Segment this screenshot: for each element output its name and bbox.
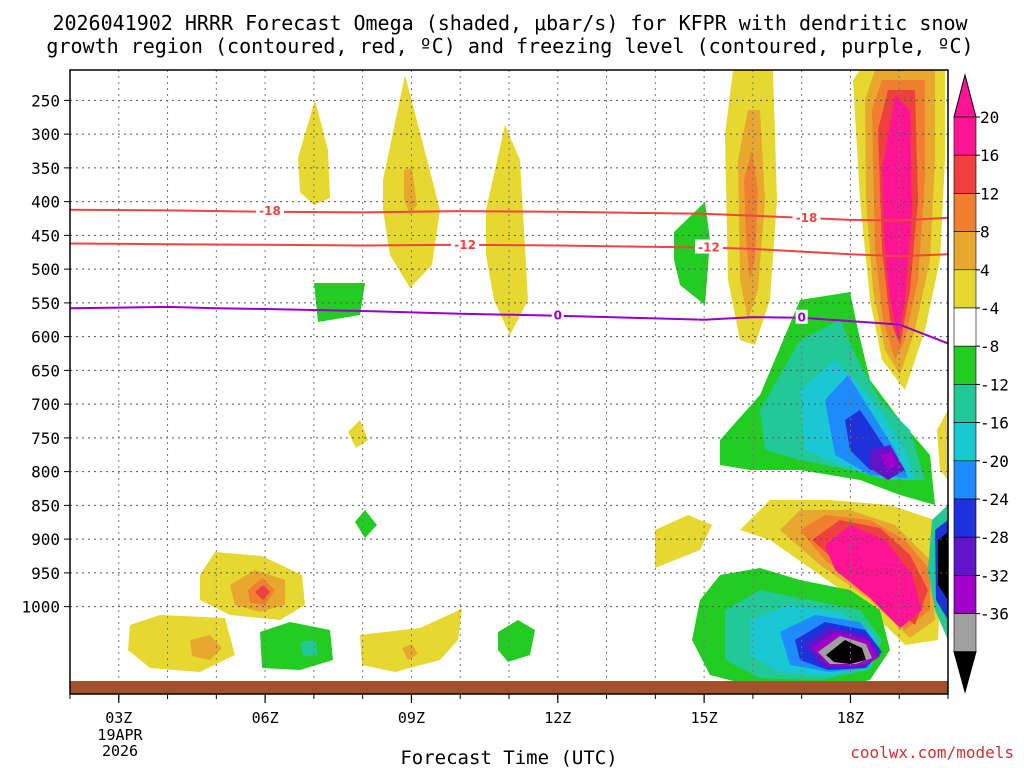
date-label-year: 2026 (102, 742, 138, 760)
omega-shade-region (880, 452, 898, 470)
x-tick-label: 03Z (105, 709, 132, 727)
colorbar-label: 12 (980, 184, 999, 203)
omega-shade-region (348, 420, 368, 448)
y-tick-label: 650 (31, 361, 60, 380)
omega-shade-region (355, 510, 377, 538)
y-tick-label: 550 (31, 294, 60, 313)
y-tick-label: 900 (31, 530, 60, 549)
colorbar-segment (953, 345, 977, 385)
omega-shade-region (298, 100, 330, 205)
omega-shade-region (826, 640, 866, 664)
contour-label-bg (551, 307, 564, 322)
colorbar-segment (953, 575, 977, 614)
omega-shade-region (486, 125, 528, 335)
date-label-day: 19APR (97, 726, 143, 744)
colorbar-segment (953, 384, 977, 423)
y-tick-label: 950 (31, 564, 60, 583)
contour-label: -18 (796, 211, 818, 225)
colorbar-label: -12 (980, 375, 1009, 394)
colorbar-label: 4 (980, 261, 990, 280)
x-tick-label: 18Z (837, 709, 864, 727)
colorbar: 20 16 12 8 4 -4 -8 -12 -16 -20 -24 -28 -32 -36 (953, 73, 1009, 694)
colorbar-label: 16 (980, 146, 999, 165)
y-tick-label: 250 (31, 91, 60, 110)
credit-text: coolwx.com/models (850, 743, 1014, 762)
x-tick-label: 15Z (691, 709, 718, 727)
omega-shade-region (402, 644, 418, 660)
omega-shade-region (404, 168, 417, 215)
colorbar-segment (953, 116, 977, 156)
contour-label: 0 (554, 309, 562, 323)
contour-label-bg (451, 236, 480, 251)
contour-label-bg (792, 209, 821, 224)
grid-lines (70, 70, 948, 681)
x-tick-label: 12Z (544, 709, 571, 727)
colorbar-segment (953, 231, 977, 271)
colorbar-segment (953, 154, 977, 194)
omega-shade-region (882, 95, 912, 340)
contour-line (69, 242, 949, 258)
y-tick-label: 1000 (21, 598, 60, 617)
omega-shade-region (937, 410, 948, 480)
colorbar-label: -24 (980, 490, 1009, 509)
colorbar-segment (953, 613, 977, 653)
x-axis-label: Forecast Time (UTC) (400, 747, 617, 768)
colorbar-segment (953, 193, 977, 232)
y-tick-label: 450 (31, 226, 60, 245)
colorbar-segment (953, 498, 977, 538)
omega-shade-region (300, 640, 318, 657)
contour-label-bg (255, 203, 284, 218)
contour-label: -18 (259, 204, 281, 218)
plot-area: -18 -18 -12 -12 0 0 (69, 69, 949, 695)
y-tick-label: 500 (31, 260, 60, 279)
colorbar-segment (953, 536, 977, 576)
colorbar-label: 8 (980, 223, 990, 242)
colorbar-label: -8 (980, 337, 999, 356)
colorbar-label: -32 (980, 566, 1009, 585)
temperature-contours: -18 -18 -12 -12 0 0 (69, 203, 949, 345)
colorbar-segment (953, 460, 977, 500)
y-tick-label: 400 (31, 193, 60, 212)
colorbar-bottom-cap (953, 651, 977, 694)
colorbar-label: -16 (980, 414, 1009, 433)
y-tick-label: 800 (31, 463, 60, 482)
omega-shade-region (938, 532, 948, 600)
chart-title-line1: 2026041902 HRRR Forecast Omega (shaded, … (52, 11, 968, 35)
x-axis: 03Z 06Z 09Z 12Z 15Z 18Z (69, 694, 949, 727)
y-tick-label: 750 (31, 429, 60, 448)
colorbar-label: -20 (980, 452, 1009, 471)
y-axis: 250 300 350 400 450 500 550 600 650 700 750 800 850 9… (21, 91, 70, 617)
omega-shade-region (260, 622, 333, 670)
colorbar-segment (953, 307, 977, 347)
y-tick-label: 700 (31, 395, 60, 414)
x-tick-label: 06Z (252, 709, 279, 727)
y-tick-label: 850 (31, 496, 60, 515)
contour-label: 0 (797, 311, 805, 325)
colorbar-label: -28 (980, 528, 1009, 547)
omega-shade-region (255, 585, 270, 600)
colorbar-label: -36 (980, 605, 1009, 624)
omega-shade-region (498, 620, 535, 662)
chart-title-line2: growth region (contoured, red, ºC) and f… (46, 34, 973, 58)
omega-shade-region (655, 515, 712, 568)
contour-label-bg (694, 239, 723, 254)
omega-shade-region (825, 525, 922, 628)
x-tick-label: 09Z (398, 709, 425, 727)
ground-bar (70, 681, 948, 694)
y-tick-label: 350 (31, 159, 60, 178)
contour-label-bg (795, 309, 808, 324)
contour-label: -12 (698, 241, 720, 255)
omega-shade-region (314, 283, 365, 322)
omega-shade-region (674, 202, 710, 305)
omega-shade-region (190, 635, 222, 660)
colorbar-label: 20 (980, 108, 999, 127)
y-tick-label: 300 (31, 125, 60, 144)
colorbar-segment (953, 422, 977, 462)
colorbar-segment (953, 269, 977, 309)
colorbar-label: -4 (980, 299, 999, 318)
y-tick-label: 600 (31, 328, 60, 347)
contour-label: -12 (454, 238, 476, 252)
